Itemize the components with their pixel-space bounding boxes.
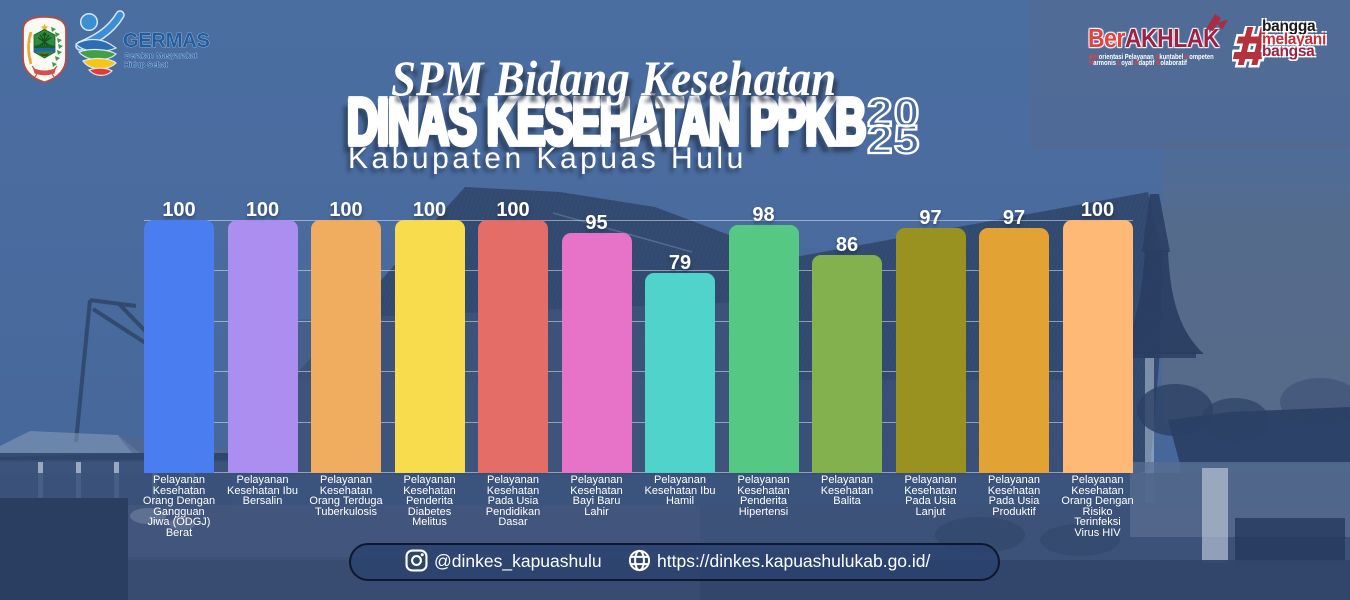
svg-text:GERMAS: GERMAS bbox=[123, 30, 210, 52]
svg-text:Hidup Sehat: Hidup Sehat bbox=[124, 60, 168, 69]
svg-text:Gerakan Masyarakat: Gerakan Masyarakat bbox=[124, 51, 197, 60]
